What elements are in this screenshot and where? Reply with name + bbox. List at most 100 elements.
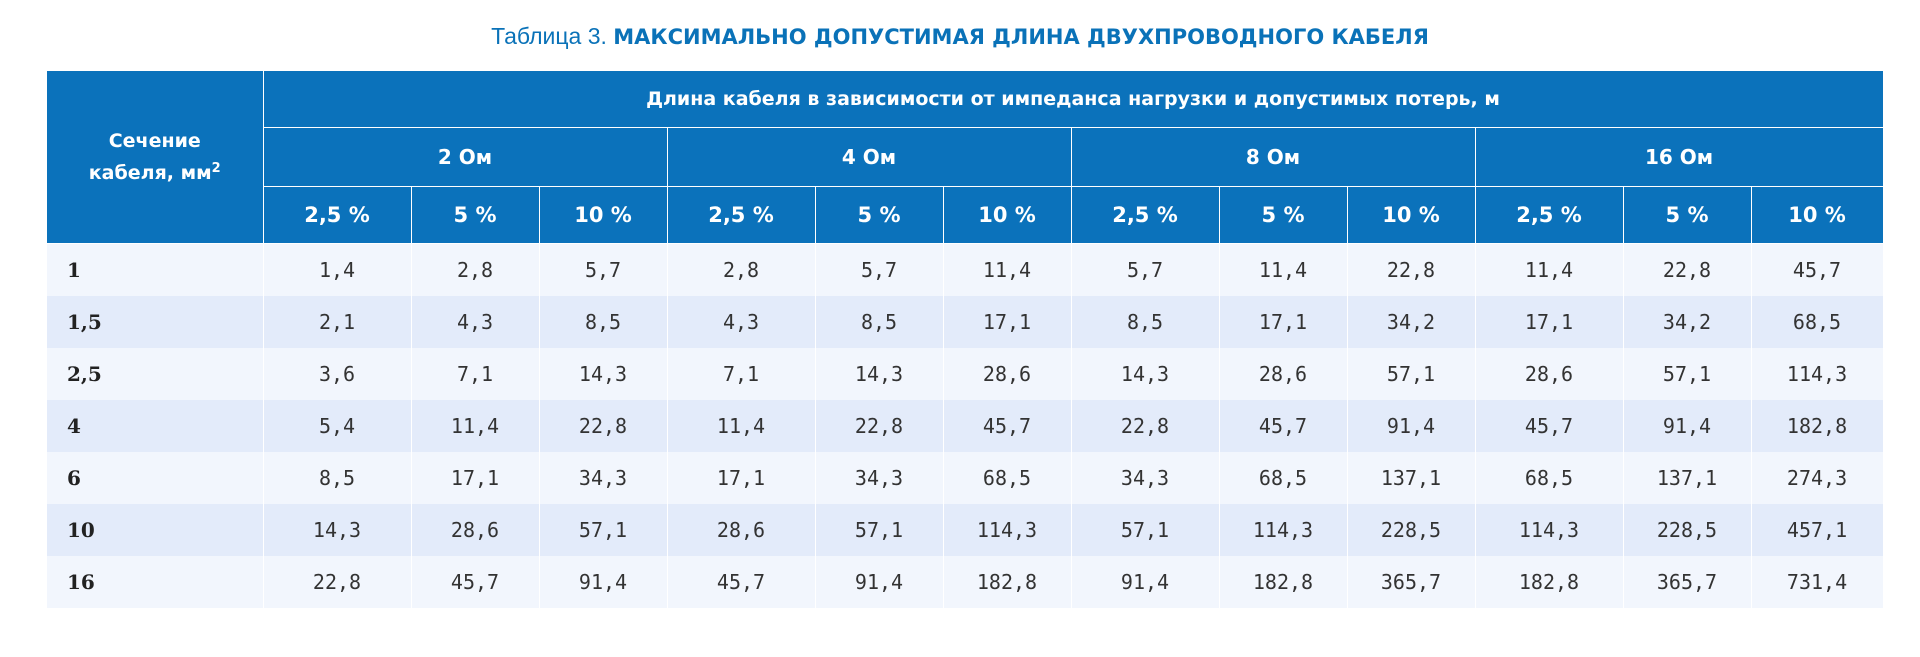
length-cell: 45,7: [943, 400, 1072, 452]
impedance-header: 8 Ом: [1070, 127, 1476, 187]
length-cell: 11,4: [943, 243, 1072, 296]
table-row: 6 8,5 17,1 34,3 17,1 34,3 68,5 34,3 68,5 137,1 68,…: [47, 452, 1884, 504]
length-cell: 28,6: [1475, 348, 1624, 400]
loss-header: 5 %: [1622, 186, 1752, 244]
length-cell: 45,7: [667, 556, 816, 608]
length-cell: 28,6: [411, 504, 540, 556]
impedance-header: 16 Ом: [1474, 127, 1884, 187]
loss-header: 2,5 %: [262, 186, 412, 244]
length-cell: 34,2: [1623, 296, 1752, 348]
table-header: Сечение кабеля, мм2 Длина кабеля в завис…: [47, 70, 1884, 244]
length-cell: 14,3: [815, 348, 944, 400]
length-cell: 68,5: [943, 452, 1072, 504]
table-row: 2,5 3,6 7,1 14,3 7,1 14,3 28,6 14,3 28,6 57,1 28,6…: [47, 348, 1884, 400]
table-row: 4 5,4 11,4 22,8 11,4 22,8 45,7 22,8 45,7 91,4 45,7…: [47, 400, 1884, 452]
length-cell: 17,1: [667, 452, 816, 504]
length-cell: 57,1: [1623, 348, 1752, 400]
loss-header: 5 %: [1218, 186, 1348, 244]
length-cell: 45,7: [411, 556, 540, 608]
length-cell: 182,8: [1475, 556, 1624, 608]
impedance-header-row: 2 Ом 4 Ом 8 Ом 16 Ом: [47, 127, 1884, 187]
length-cell: 4,3: [411, 296, 540, 348]
length-cell: 182,8: [1751, 400, 1884, 452]
length-cell: 8,5: [815, 296, 944, 348]
caption-title: МАКСИМАЛЬНО ДОПУСТИМАЯ ДЛИНА ДВУХПРОВОДН…: [613, 25, 1429, 49]
length-cell: 68,5: [1751, 296, 1884, 348]
section-cell: 16: [47, 556, 264, 608]
length-cell: 1,4: [263, 243, 412, 296]
length-cell: 14,3: [263, 504, 412, 556]
loss-header-row: 2,5 % 5 % 10 % 2,5 % 5 % 10 % 2,5 % 5 % 10 % 2,5 …: [47, 186, 1884, 244]
length-cell: 57,1: [539, 504, 668, 556]
length-cell: 137,1: [1347, 452, 1476, 504]
length-cell: 91,4: [539, 556, 668, 608]
length-cell: 11,4: [411, 400, 540, 452]
table-caption: Таблица 3. МАКСИМАЛЬНО ДОПУСТИМАЯ ДЛИНА …: [0, 18, 1920, 55]
loss-header: 5 %: [410, 186, 540, 244]
length-cell: 2,8: [411, 243, 540, 296]
section-column-header: Сечение кабеля, мм2: [47, 70, 264, 244]
length-cell: 731,4: [1751, 556, 1884, 608]
length-cell: 17,1: [1475, 296, 1624, 348]
length-cell: 14,3: [1071, 348, 1220, 400]
length-cell: 5,4: [263, 400, 412, 452]
length-cell: 22,8: [263, 556, 412, 608]
length-cell: 17,1: [943, 296, 1072, 348]
table-body: 1 1,4 2,8 5,7 2,8 5,7 11,4 5,7 11,4 22,8 11,4 22,8 4…: [47, 243, 1884, 608]
section-cell: 1,5: [47, 296, 264, 348]
length-cell: 34,2: [1347, 296, 1476, 348]
caption-prefix: Таблица 3.: [491, 23, 607, 49]
loss-header: 2,5 %: [1070, 186, 1220, 244]
loss-header: 5 %: [814, 186, 944, 244]
length-cell: 274,3: [1751, 452, 1884, 504]
length-cell: 137,1: [1623, 452, 1752, 504]
section-cell: 6: [47, 452, 264, 504]
length-cell: 114,3: [1219, 504, 1348, 556]
length-cell: 17,1: [411, 452, 540, 504]
length-cell: 8,5: [263, 452, 412, 504]
length-cell: 114,3: [1751, 348, 1884, 400]
length-cell: 5,7: [1071, 243, 1220, 296]
loss-header: 10 %: [1346, 186, 1476, 244]
section-cell: 10: [47, 504, 264, 556]
length-cell: 182,8: [943, 556, 1072, 608]
length-cell: 57,1: [1347, 348, 1476, 400]
length-cell: 22,8: [1347, 243, 1476, 296]
length-cell: 28,6: [667, 504, 816, 556]
table-row: 16 22,8 45,7 91,4 45,7 91,4 182,8 91,4 182,8 365,…: [47, 556, 1884, 608]
length-cell: 228,5: [1347, 504, 1476, 556]
length-cell: 2,1: [263, 296, 412, 348]
length-cell: 91,4: [1347, 400, 1476, 452]
table-row: 1,5 2,1 4,3 8,5 4,3 8,5 17,1 8,5 17,1 34,2 17,1 34,…: [47, 296, 1884, 348]
length-cell: 34,3: [1071, 452, 1220, 504]
cable-length-table: Сечение кабеля, мм2 Длина кабеля в завис…: [47, 70, 1884, 608]
length-cell: 22,8: [1071, 400, 1220, 452]
loss-header: 10 %: [538, 186, 668, 244]
loss-header: 10 %: [1750, 186, 1884, 244]
length-cell: 114,3: [943, 504, 1072, 556]
length-cell: 2,8: [667, 243, 816, 296]
length-cell: 22,8: [815, 400, 944, 452]
length-cell: 22,8: [1623, 243, 1752, 296]
length-cell: 5,7: [815, 243, 944, 296]
length-cell: 17,1: [1219, 296, 1348, 348]
length-cell: 45,7: [1475, 400, 1624, 452]
section-cell: 2,5: [47, 348, 264, 400]
length-cell: 365,7: [1347, 556, 1476, 608]
impedance-header: 4 Ом: [666, 127, 1072, 187]
section-cell: 1: [47, 243, 264, 296]
length-cell: 11,4: [1475, 243, 1624, 296]
length-cell: 5,7: [539, 243, 668, 296]
length-cell: 7,1: [667, 348, 816, 400]
length-cell: 68,5: [1219, 452, 1348, 504]
length-cell: 11,4: [667, 400, 816, 452]
loss-header: 2,5 %: [666, 186, 816, 244]
length-cell: 14,3: [539, 348, 668, 400]
length-cell: 228,5: [1623, 504, 1752, 556]
section-header-line2: кабеля, мм: [88, 161, 212, 184]
length-cell: 34,3: [815, 452, 944, 504]
cable-length-table-wrap: Сечение кабеля, мм2 Длина кабеля в завис…: [47, 70, 1884, 608]
length-cell: 7,1: [411, 348, 540, 400]
impedance-header: 2 Ом: [262, 127, 668, 187]
length-cell: 57,1: [1071, 504, 1220, 556]
